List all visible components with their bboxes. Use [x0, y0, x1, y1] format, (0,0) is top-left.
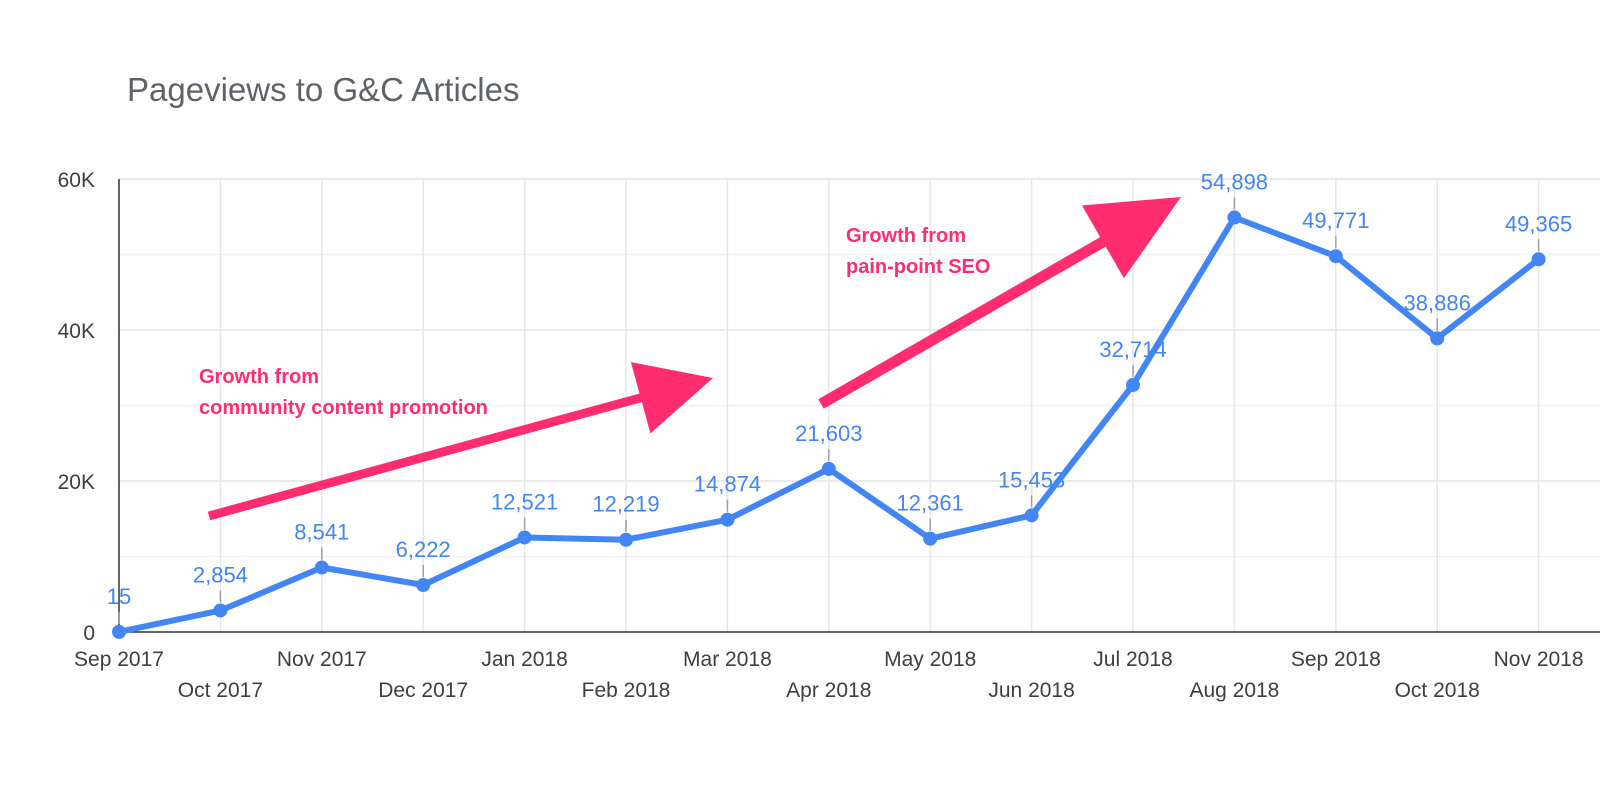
arrow-community-growth — [207, 362, 714, 521]
x-tick-label: Nov 2018 — [1494, 648, 1584, 671]
data-point — [923, 531, 938, 546]
annotation-community-line-1: Growth from — [199, 366, 319, 388]
y-tick-label: 40K — [58, 320, 95, 343]
axes — [118, 179, 1600, 633]
data-label: 2,854 — [193, 562, 248, 587]
data-label: 54,898 — [1201, 170, 1268, 195]
x-tick-label: May 2018 — [884, 648, 976, 671]
x-tick-label: Oct 2018 — [1395, 679, 1480, 702]
data-point — [517, 530, 532, 545]
data-point — [720, 512, 735, 527]
data-point — [213, 603, 228, 618]
data-label: 38,886 — [1404, 290, 1471, 315]
chart-title: Pageviews to G&C Articles — [127, 71, 520, 108]
data-point — [619, 532, 633, 547]
x-tick-label: Apr 2018 — [786, 679, 871, 702]
y-tick-label: 0 — [83, 622, 95, 645]
data-label: 15,453 — [998, 467, 1065, 492]
x-tick-label: Mar 2018 — [683, 648, 772, 671]
data-label: 49,771 — [1302, 208, 1369, 233]
data-label: 12,521 — [491, 489, 558, 514]
annotation-seo-line-1: Growth from — [846, 225, 966, 247]
data-label: 8,541 — [294, 520, 349, 545]
annotation-community-line-2: community content promotion — [199, 397, 488, 419]
data-label: 6,222 — [396, 537, 451, 562]
data-point — [821, 461, 836, 476]
data-point — [1531, 252, 1546, 267]
annotations: Growth from community content promotion … — [198, 224, 992, 421]
data-point — [1024, 508, 1039, 523]
data-label: 32,714 — [1099, 337, 1166, 362]
data-label: 21,603 — [795, 421, 862, 446]
arrow-seo-growth — [818, 197, 1181, 409]
data-point — [1227, 210, 1242, 225]
x-tick-label: Sep 2017 — [74, 648, 164, 671]
x-tick-label: Jul 2018 — [1093, 648, 1172, 671]
data-label: 15 — [107, 584, 131, 609]
y-tick-label: 60K — [58, 169, 95, 192]
x-tick-label: Jun 2018 — [988, 679, 1074, 702]
x-tick-label: Dec 2017 — [378, 679, 468, 702]
tick-labels: 0 20K 40K 60K Sep 2017 Oct 2017 Nov 2017 Dec 20… — [58, 169, 1584, 702]
x-tick-label: Nov 2017 — [277, 648, 367, 671]
x-tick-label: Feb 2018 — [582, 679, 671, 702]
data-label: 12,361 — [897, 491, 964, 516]
x-tick-label: Aug 2018 — [1189, 679, 1279, 702]
data-labels: 15 2,854 8,541 6,222 12,521 12,219 14,874 21,60… — [107, 170, 1572, 624]
y-tick-label: 20K — [58, 471, 95, 494]
x-tick-label: Jan 2018 — [481, 648, 567, 671]
x-tick-label: Oct 2017 — [178, 679, 263, 702]
data-label: 12,219 — [592, 492, 659, 517]
data-point — [416, 578, 431, 593]
data-label: 14,874 — [694, 472, 761, 497]
data-point — [314, 560, 329, 575]
annotation-seo-line-2: pain-point SEO — [846, 256, 990, 278]
data-point — [1126, 378, 1140, 393]
annotation-arrows — [207, 197, 1181, 521]
data-point — [112, 624, 126, 639]
x-tick-label: Sep 2018 — [1291, 648, 1381, 671]
data-point — [1328, 249, 1343, 264]
series-line — [112, 210, 1546, 639]
data-label: 49,365 — [1505, 211, 1572, 236]
data-point — [1430, 331, 1445, 346]
